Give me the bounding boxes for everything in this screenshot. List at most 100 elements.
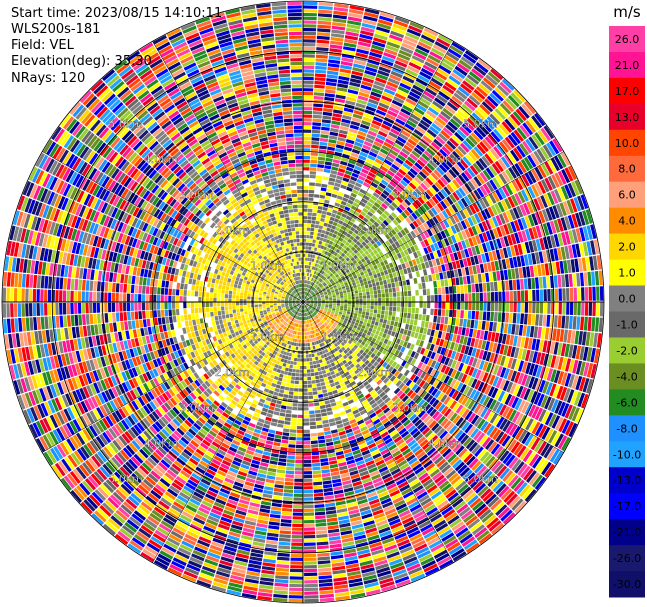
velocity-cell <box>325 368 330 373</box>
velocity-cell <box>316 363 321 368</box>
velocity-cell <box>340 305 344 309</box>
velocity-cell <box>394 370 400 377</box>
velocity-cell <box>322 313 326 316</box>
velocity-cell <box>317 305 321 308</box>
velocity-cell <box>502 470 514 482</box>
velocity-cell <box>313 279 316 283</box>
velocity-cell <box>331 318 336 322</box>
velocity-cell <box>308 306 312 309</box>
velocity-cell <box>462 489 474 500</box>
velocity-cell <box>340 472 350 478</box>
velocity-cell <box>396 579 411 588</box>
velocity-cell <box>336 508 348 514</box>
velocity-cell <box>379 318 384 323</box>
velocity-cell <box>319 256 323 261</box>
velocity-cell <box>303 122 312 126</box>
velocity-cell <box>305 284 307 288</box>
velocity-cell <box>578 377 586 392</box>
velocity-cell <box>336 269 341 274</box>
velocity-cell <box>542 223 550 236</box>
velocity-cell <box>361 288 366 293</box>
velocity-cell <box>304 331 307 336</box>
velocity-cell <box>333 186 340 191</box>
velocity-cell <box>445 124 456 134</box>
velocity-cell <box>355 280 360 285</box>
velocity-cell <box>318 371 323 375</box>
velocity-cell <box>327 261 332 266</box>
velocity-cell <box>367 350 373 356</box>
velocity-cell <box>304 572 318 577</box>
velocity-cell <box>449 45 464 56</box>
velocity-cell <box>433 119 444 129</box>
velocity-cell <box>403 433 412 442</box>
velocity-cell <box>358 238 364 244</box>
velocity-cell <box>304 313 306 317</box>
velocity-cell <box>588 302 593 316</box>
velocity-cell <box>389 429 398 437</box>
velocity-cell <box>331 264 336 269</box>
velocity-cell <box>303 216 308 220</box>
velocity-cell <box>345 246 351 252</box>
velocity-cell <box>550 190 559 204</box>
velocity-cell <box>303 523 315 528</box>
velocity-cell <box>420 412 429 421</box>
velocity-cell <box>519 124 531 138</box>
velocity-cell <box>550 235 557 248</box>
velocity-cell <box>490 282 494 292</box>
velocity-cell <box>401 395 409 403</box>
velocity-cell <box>279 534 291 539</box>
velocity-cell <box>259 584 274 590</box>
velocity-cell <box>580 194 589 209</box>
velocity-cell <box>511 165 521 177</box>
velocity-cell <box>326 252 331 257</box>
velocity-cell <box>449 98 461 109</box>
velocity-cell <box>490 261 496 272</box>
velocity-cell <box>519 484 531 498</box>
velocity-cell <box>427 465 438 475</box>
velocity-cell <box>410 358 417 366</box>
velocity-cell <box>332 389 338 395</box>
velocity-cell <box>335 94 346 100</box>
velocity-cell <box>360 123 370 130</box>
velocity-cell <box>378 322 383 328</box>
velocity-cell <box>306 280 309 284</box>
velocity-cell <box>377 305 382 310</box>
velocity-cell <box>598 270 603 286</box>
velocity-cell <box>448 206 456 215</box>
velocity-cell <box>583 362 590 377</box>
velocity-cell <box>385 350 391 357</box>
velocity-cell <box>304 328 307 332</box>
velocity-cell <box>303 107 313 111</box>
velocity-cell <box>364 284 369 289</box>
velocity-cell <box>281 511 292 516</box>
velocity-cell <box>382 219 389 227</box>
velocity-cell <box>393 142 403 151</box>
velocity-cell <box>283 492 293 497</box>
velocity-cell <box>310 372 315 377</box>
velocity-cell <box>489 179 498 191</box>
velocity-cell <box>383 319 388 324</box>
velocity-cell <box>385 247 391 253</box>
velocity-cell <box>485 272 490 282</box>
velocity-cell <box>352 189 359 195</box>
velocity-cell <box>356 545 370 552</box>
velocity-cell <box>346 289 351 293</box>
velocity-cell <box>560 343 567 357</box>
velocity-cell <box>512 411 521 424</box>
velocity-cell <box>423 27 439 37</box>
velocity-cell <box>316 308 320 311</box>
velocity-cell <box>441 145 451 156</box>
velocity-cell <box>464 375 471 385</box>
velocity-cell <box>354 412 361 419</box>
velocity-cell <box>418 494 430 503</box>
velocity-cell <box>329 267 333 272</box>
velocity-cell <box>348 299 352 302</box>
velocity-cell <box>355 162 364 168</box>
velocity-cell <box>340 365 346 370</box>
velocity-cell <box>407 356 414 364</box>
velocity-cell <box>460 302 465 310</box>
velocity-cell <box>362 226 368 232</box>
velocity-cell <box>324 273 328 277</box>
velocity-cell <box>325 81 337 87</box>
velocity-cell <box>359 229 366 235</box>
